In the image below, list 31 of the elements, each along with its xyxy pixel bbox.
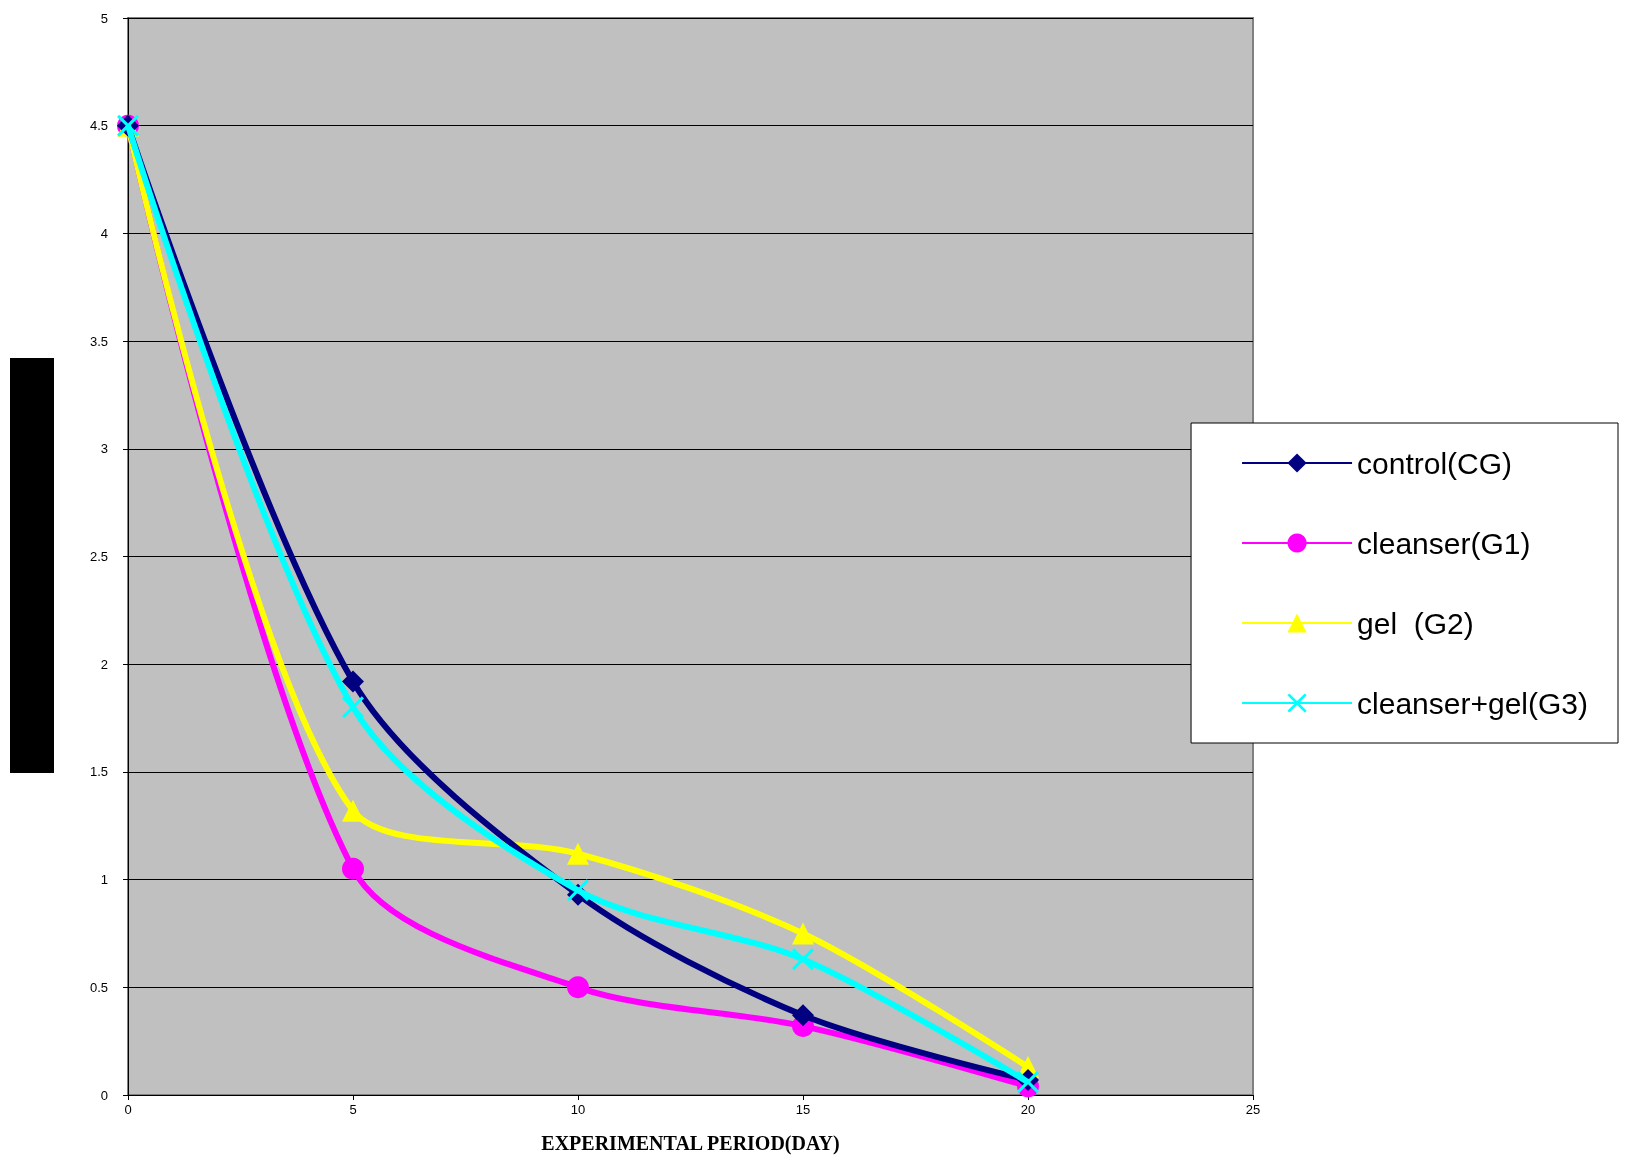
y-tick-label: 3.5 xyxy=(89,333,108,349)
legend-label: gel (G2) xyxy=(1357,606,1474,640)
x-tick-label: 0 xyxy=(124,1102,132,1117)
y-tick-label: 4 xyxy=(100,225,108,241)
point xyxy=(792,922,814,945)
point xyxy=(342,696,364,719)
legend-label: cleanser(G1) xyxy=(1357,526,1531,560)
point xyxy=(342,670,364,693)
y-tick-label: 3 xyxy=(100,441,108,457)
x-axis-title: EXPERIMENTAL PERIOD(DAY) xyxy=(541,1132,840,1155)
point xyxy=(567,976,589,999)
legend-label: control(CG) xyxy=(1357,446,1513,480)
y-tick-label: 0 xyxy=(100,1087,108,1103)
x-tick-label: 25 xyxy=(1245,1102,1261,1117)
y-tick-label: 0.5 xyxy=(89,979,108,995)
x-tick-label: 10 xyxy=(570,1102,586,1117)
x-tick-label: 15 xyxy=(795,1102,811,1117)
y-tick-label: 5 xyxy=(100,10,108,26)
y-tick-label: 1.5 xyxy=(89,764,108,780)
point xyxy=(342,857,364,880)
y-tick-label: 2.5 xyxy=(89,549,108,564)
point xyxy=(342,799,364,822)
point xyxy=(792,948,814,971)
point xyxy=(792,1004,814,1027)
legend-label: cleanser+gel(G3) xyxy=(1357,686,1589,720)
y-tick-label: 2 xyxy=(100,656,108,672)
x-tick-label: 20 xyxy=(1020,1102,1036,1117)
point xyxy=(567,842,589,865)
y-tick-label: 1 xyxy=(100,872,108,888)
x-tick-label: 5 xyxy=(349,1102,357,1117)
y-tick-label: 4.5 xyxy=(89,118,108,134)
